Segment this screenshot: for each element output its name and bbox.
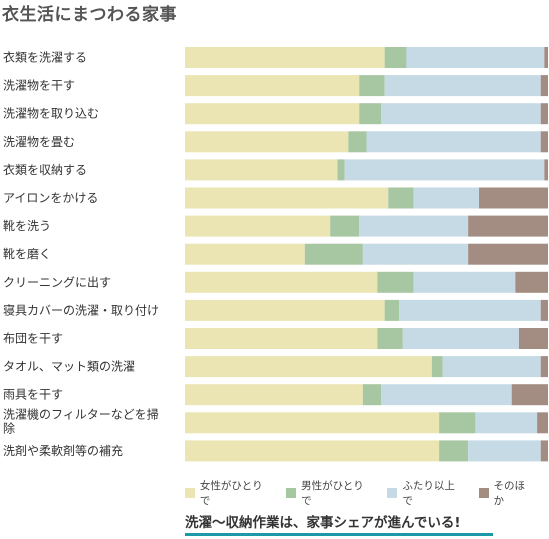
caption-underline [185, 533, 493, 536]
category-label: 雨具を干す [3, 388, 63, 402]
bar-segment [518, 328, 548, 349]
legend-swatch [387, 488, 398, 498]
bars [185, 47, 548, 462]
category-label: 洗濯物を干す [3, 79, 75, 93]
legend-swatch [478, 488, 489, 498]
legend-label: そのほか [493, 480, 526, 507]
bar-segment [540, 299, 548, 321]
bar-segment [468, 440, 541, 462]
category-label: 靴を洗う [3, 219, 51, 233]
bar-segment [185, 159, 338, 181]
bar-segment [540, 103, 548, 125]
category-labels: 衣類を洗濯する洗濯物を干す洗濯物を取り込む洗濯物を畳む衣類を収納するアイロンをか… [3, 50, 159, 458]
bar-segment [381, 103, 541, 125]
bar-segment [384, 75, 541, 97]
legend-item: 女性がひとりで [185, 478, 272, 508]
category-label: 寝具カバーの洗濯・取り付け [3, 302, 159, 317]
bar-segment [406, 47, 545, 68]
bar-segment [540, 440, 548, 462]
bar-segment [185, 215, 331, 237]
category-label: アイロンをかける [3, 191, 98, 205]
bar-segment [431, 356, 443, 378]
legend-item: 男性がひとりで [286, 478, 373, 508]
category-label: クリーニングに出す [3, 275, 111, 289]
bar-segment [185, 47, 385, 68]
category-label: 洗剤や柔軟剤等の補充 [3, 443, 123, 458]
bar-segment [384, 47, 407, 68]
caption: 洗濯～収納作業は、家事シェアが進んでいる! [185, 515, 461, 531]
bar-segment [185, 440, 440, 462]
bar-segment [540, 131, 548, 153]
bar-segment [511, 384, 548, 406]
bar-segment [359, 215, 469, 237]
category-label: 衣類を洗濯する [3, 50, 87, 65]
bar-segment [537, 412, 548, 434]
bar-segment [544, 47, 548, 68]
bar-segment [442, 356, 541, 378]
bar-segment [362, 384, 382, 406]
legend-label: 男性がひとりで [301, 480, 364, 507]
bar-segment [359, 103, 382, 125]
bar-segment [185, 131, 349, 153]
bar-segment [185, 356, 432, 378]
bar-segment [468, 243, 548, 265]
bar-segment [388, 187, 414, 209]
bar-segment [402, 328, 519, 349]
bar-segment [344, 159, 545, 181]
bar-segment [362, 243, 469, 265]
bar-segment [384, 299, 400, 321]
legend-swatch [286, 488, 297, 498]
bar-segment [185, 271, 378, 293]
bar-segment [185, 75, 360, 97]
bar-segment [479, 187, 548, 209]
bar-segment [185, 187, 389, 209]
bar-segment [304, 243, 363, 265]
category-label: タオル、マット類の洗濯 [3, 360, 135, 374]
bar-segment [185, 328, 378, 349]
bar-segment [399, 299, 541, 321]
bar-segment [475, 412, 538, 434]
bar-segment [185, 412, 440, 434]
bar-segment [185, 299, 385, 321]
bar-segment [381, 384, 512, 406]
bar-segment [330, 215, 360, 237]
legend-item: そのほか [478, 478, 535, 508]
bar-segment [377, 271, 414, 293]
legend-item: ふたり以上で [387, 478, 464, 508]
bar-segment [348, 131, 367, 153]
category-label: 衣類を収納する [3, 162, 87, 177]
bar-segment [413, 187, 480, 209]
bar-segment [185, 103, 360, 125]
category-label: 洗濯物を取り込む [3, 107, 99, 121]
category-label: 洗濯物を畳む [3, 135, 75, 149]
bar-segment [413, 271, 516, 293]
bar-segment [337, 159, 345, 181]
category-label: 靴を磨く [3, 247, 51, 261]
bar-segment [439, 412, 476, 434]
bar-segment [540, 356, 548, 378]
bar-segment [515, 271, 548, 293]
legend-label: ふたり以上で [402, 480, 455, 507]
legend: 女性がひとりで 男性がひとりで ふたり以上で そのほか [185, 478, 549, 508]
legend-label: 女性がひとりで [199, 480, 263, 507]
bar-segment [468, 215, 548, 237]
bar-segment [185, 384, 363, 406]
bar-segment [359, 75, 385, 97]
bar-segment [544, 159, 548, 181]
legend-swatch [185, 488, 195, 498]
bar-segment [366, 131, 541, 153]
category-label: 洗濯機のフィルターなどを掃除 [3, 406, 159, 435]
chart-title: 衣生活にまつわる家事 [2, 5, 177, 25]
bar-segment [185, 243, 305, 265]
bar-segment [540, 75, 548, 97]
category-label: 布団を干す [3, 332, 63, 346]
bar-segment [377, 328, 403, 349]
stacked-bar-chart: 衣類を洗濯する洗濯物を干す洗濯物を取り込む洗濯物を畳む衣類を収納するアイロンをか… [3, 47, 548, 462]
bar-segment [439, 440, 469, 462]
